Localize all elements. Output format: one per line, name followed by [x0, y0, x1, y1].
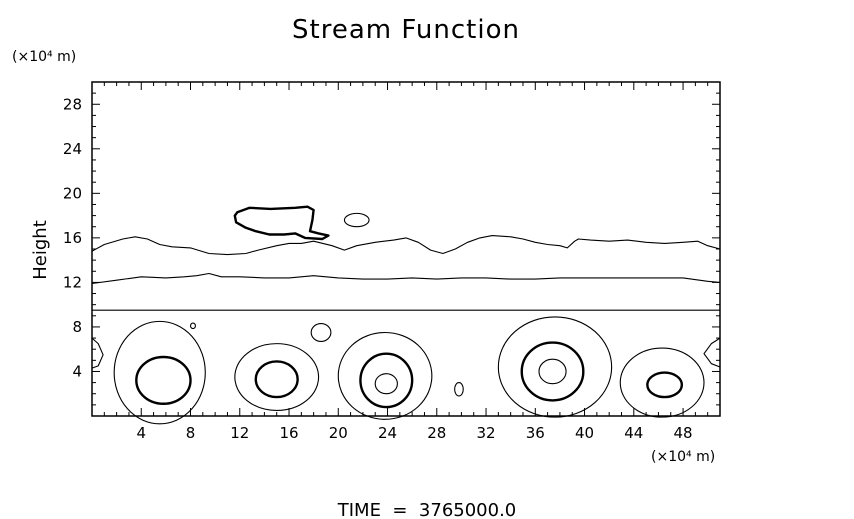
x-tick-label-16: 16 — [279, 424, 298, 442]
y-unit-label: (×10⁴ m) — [12, 49, 76, 65]
x-tick-label-24: 24 — [378, 424, 397, 442]
y-tick-label-28: 28 — [63, 95, 82, 113]
x-tick-label-36: 36 — [526, 424, 545, 442]
x-tick-label-28: 28 — [427, 424, 446, 442]
contour-cell-13 — [619, 347, 705, 418]
contour-cell-14 — [646, 371, 684, 399]
contour-edge-19 — [91, 337, 104, 369]
y-tick-label-24: 24 — [63, 140, 82, 158]
contour-cell-11 — [520, 341, 585, 402]
y-tick-label-8: 8 — [72, 318, 82, 336]
y-tick-label-20: 20 — [63, 184, 82, 202]
x-tick-label-4: 4 — [136, 424, 146, 442]
contour-blob-21 — [233, 205, 330, 241]
x-tick-label-12: 12 — [230, 424, 249, 442]
y-tick-label-12: 12 — [63, 273, 82, 291]
contour-level-0 — [91, 235, 721, 256]
contour-cell-6 — [254, 360, 299, 399]
x-tick-label-20: 20 — [329, 424, 348, 442]
contour-lines — [91, 205, 721, 425]
x-tick-label-32: 32 — [476, 424, 495, 442]
contour-cell-4 — [135, 355, 192, 405]
contour-cell-16 — [454, 382, 464, 397]
x-tick-label-40: 40 — [575, 424, 594, 442]
contour-cell-12 — [538, 358, 567, 385]
y-tick-label-4: 4 — [72, 362, 82, 380]
time-footer: TIME = 3765000.0 — [337, 500, 517, 519]
contour-cell-18 — [343, 212, 370, 228]
x-tick-label-44: 44 — [624, 424, 643, 442]
chart-title: Stream Function — [292, 15, 520, 45]
contour-level-1 — [91, 272, 721, 285]
contour-cell-8 — [359, 352, 414, 409]
contour-cell-15 — [310, 323, 332, 342]
plot-frame — [91, 81, 721, 417]
y-axis-label: Height — [30, 220, 51, 280]
contour-cell-5 — [234, 343, 320, 411]
x-tick-label-8: 8 — [186, 424, 196, 442]
contour-cell-10 — [497, 316, 613, 418]
x-unit-label: (×10⁴ m) — [651, 449, 715, 465]
contour-edge-20 — [703, 337, 721, 368]
y-tick-label-16: 16 — [63, 229, 82, 247]
contour-cell-9 — [374, 373, 398, 395]
x-tick-label-48: 48 — [674, 424, 693, 442]
contour-cell-7 — [337, 331, 433, 420]
contour-cell-17 — [189, 322, 196, 330]
contour-cell-3 — [113, 320, 206, 425]
